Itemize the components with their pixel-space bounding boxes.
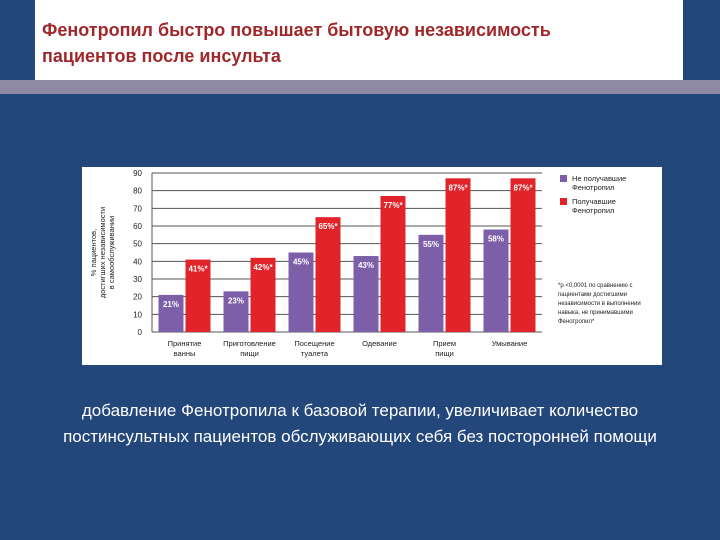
chart-panel: 0 10 20 30 40 50 60 70 80 90 % пациентов, достигших…	[82, 167, 662, 365]
bar-value-label: 55%	[423, 240, 439, 249]
y-tick-label: 50	[133, 240, 142, 249]
footnote-line: навыка, не принимавшими	[558, 310, 633, 316]
bar-value-label: 21%	[163, 300, 179, 309]
bar	[483, 229, 509, 332]
page-title-line-2: пациентов после инсульта	[42, 46, 281, 66]
bar	[223, 291, 249, 332]
x-tick-label: туалета	[301, 349, 329, 358]
x-tick-label: Посещение	[294, 339, 334, 348]
x-tick-label: пищи	[240, 349, 259, 358]
bar-value-label: 87%*	[448, 183, 468, 192]
legend-label: Фенотропил	[572, 206, 614, 215]
y-tick-label: 90	[133, 169, 142, 178]
bar	[418, 234, 444, 332]
y-tick-label: 0	[138, 328, 143, 337]
legend-label: Фенотропил	[572, 183, 614, 192]
bar-value-label: 87%*	[513, 183, 533, 192]
y-tick-label: 20	[133, 293, 142, 302]
bar	[250, 257, 276, 332]
x-tick-label: Одевание	[362, 339, 397, 348]
bar	[445, 178, 471, 332]
y-axis-title-line: достигших независимости	[98, 207, 107, 298]
legend-label: Получавшие	[572, 197, 616, 206]
title-box: Фенотропил быстро повышает бытовую незав…	[35, 0, 683, 80]
x-tick-label: Приготовление	[223, 339, 276, 348]
y-tick-label: 60	[133, 222, 142, 231]
legend-swatch	[560, 175, 567, 182]
y-tick-label: 30	[133, 275, 142, 284]
bar-value-label: 65%*	[318, 222, 338, 231]
bar	[185, 259, 211, 332]
x-tick-label: пищи	[435, 349, 454, 358]
legend-label: Не получавшие	[572, 174, 626, 183]
accent-bar	[0, 80, 720, 94]
bar	[158, 294, 184, 332]
y-tick-label: 70	[133, 204, 142, 213]
bar-chart: 0 10 20 30 40 50 60 70 80 90 % пациентов, достигших…	[89, 169, 641, 358]
bar-value-label: 41%*	[188, 265, 208, 274]
x-tick-label: Умывание	[492, 339, 528, 348]
footnote-line: *р <0,0001 по сравнению с	[558, 283, 632, 289]
bar-value-label: 77%*	[383, 201, 403, 210]
footnote-line: пациентами достигшими	[558, 292, 627, 298]
y-axis-title-line: в самообслуживании	[107, 216, 116, 289]
y-tick-label: 40	[133, 257, 142, 266]
x-tick-label: Принятие	[168, 339, 202, 348]
bar	[380, 195, 406, 332]
page-title: Фенотропил быстро повышает бытовую незав…	[42, 17, 672, 69]
bar	[288, 252, 314, 332]
legend-swatch	[560, 198, 567, 205]
y-axis-title-line: % пациентов,	[89, 229, 98, 276]
footnote-line: Фенотропил*	[558, 319, 595, 325]
bar-value-label: 45%	[293, 258, 309, 267]
bar-value-label: 23%	[228, 296, 244, 305]
conclusion-text: добавление Фенотропила к базовой терапии…	[63, 401, 657, 446]
bar	[510, 178, 536, 332]
x-tick-label: Прием	[433, 339, 456, 348]
bar-value-label: 58%	[488, 235, 504, 244]
x-tick-label: ванны	[174, 349, 196, 358]
bar-value-label: 42%*	[253, 263, 273, 272]
footnote-line: независимости в выполнении	[558, 301, 641, 307]
y-tick-label: 80	[133, 187, 142, 196]
bar-value-label: 43%	[358, 261, 374, 270]
bar	[353, 256, 379, 332]
page-title-line-1: Фенотропил быстро повышает бытовую незав…	[42, 20, 551, 40]
bar	[315, 217, 341, 332]
y-tick-label: 10	[133, 310, 142, 319]
